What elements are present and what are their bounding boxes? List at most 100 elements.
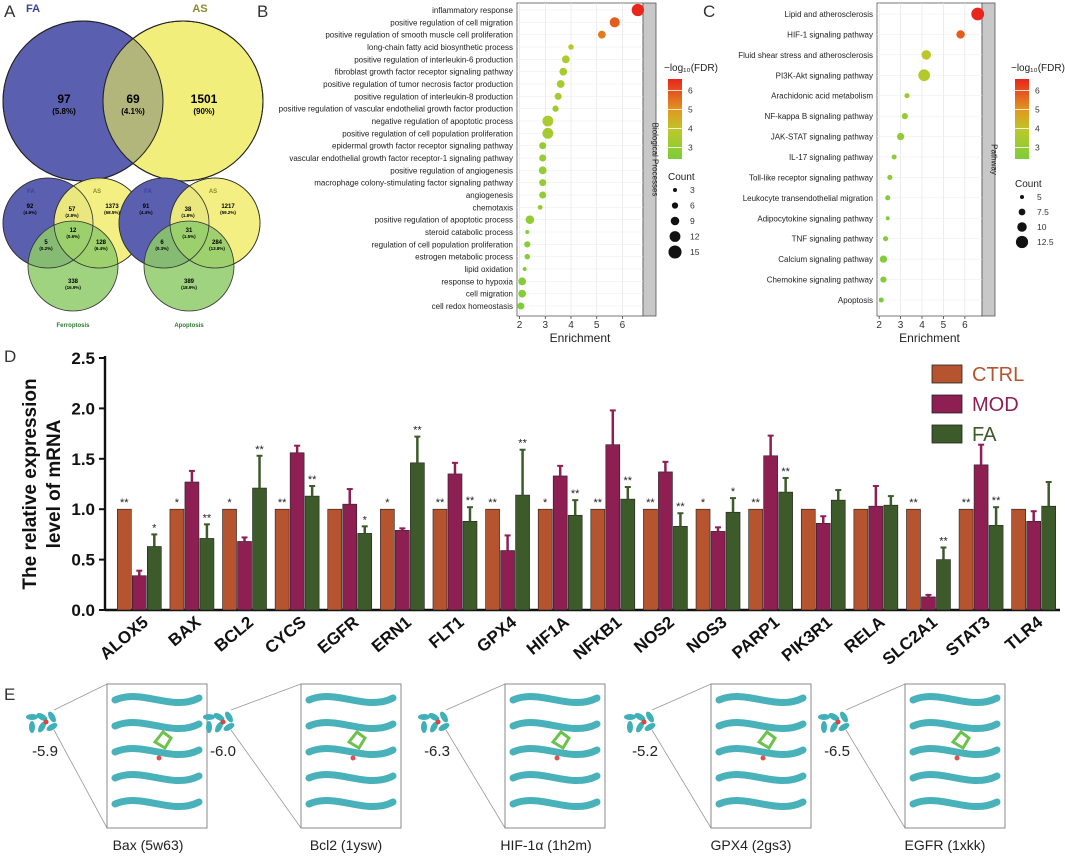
legend-label-mod: MOD	[972, 394, 1019, 416]
significance-marker: **	[488, 497, 497, 509]
significance-marker: *	[227, 497, 232, 509]
legend-swatch-fa	[931, 424, 963, 444]
legend-color-tick-label: 5	[1035, 104, 1040, 114]
ligand-dot	[435, 719, 441, 725]
bar-ctrl	[117, 508, 132, 611]
bar-ctrl	[643, 508, 658, 611]
apop-r3-p: (59.2%)	[220, 210, 236, 215]
helix-ribbon	[111, 719, 203, 732]
bar-ctrl	[274, 508, 290, 611]
legend-size-label: 5	[1037, 192, 1042, 202]
bar-mod	[868, 505, 884, 611]
term-label: Calcium signaling pathway	[778, 255, 873, 264]
bar-ctrl	[748, 508, 763, 611]
enrichment-point	[971, 7, 985, 21]
docking-score: -5.2	[632, 743, 658, 760]
legend-size-dot	[1020, 195, 1024, 199]
ferro-r7-n: 338	[68, 279, 79, 285]
legend-color-bar	[1015, 79, 1029, 159]
bar-mod	[710, 531, 726, 611]
helix-ribbon	[715, 745, 807, 758]
legend-color-tick-label: 3	[1035, 143, 1040, 153]
enrichment-point	[918, 69, 930, 82]
protein-thumbnail	[203, 711, 235, 733]
apop-r1-n: 91	[143, 204, 150, 210]
legend-size-title: Count	[1015, 179, 1042, 190]
helix-ribbon	[111, 797, 203, 810]
category-label: NOS3	[683, 613, 731, 657]
ferro-r6-p: (6.4%)	[94, 246, 108, 251]
y-tick-label: 1.0	[71, 500, 95, 519]
term-label: negative regulation of apoptotic process	[372, 117, 513, 126]
category-label: HIF1A	[523, 613, 573, 659]
helix-ribbon	[509, 797, 601, 810]
bar-mod	[237, 541, 252, 611]
apop-r7-p: (18.9%)	[181, 285, 197, 290]
ferro-r1-p: (4.6%)	[23, 210, 37, 215]
ligand-stick	[950, 729, 971, 751]
enrichment-point	[539, 142, 547, 150]
bar-fa	[304, 495, 320, 611]
helix-shape	[440, 711, 448, 723]
helix-ribbon	[715, 797, 807, 810]
category-label: PARP1	[729, 613, 784, 663]
protein-thumbnail	[26, 711, 58, 733]
protein-cartoon	[715, 693, 807, 810]
category-label: BCL2	[211, 613, 257, 656]
term-label: Chemokine signaling pathway	[767, 276, 873, 285]
legend-size-label: 3	[690, 185, 695, 195]
term-label: PI3K-Akt signaling pathway	[776, 71, 873, 80]
legend-size-dot	[1015, 235, 1029, 249]
helix-shape	[213, 713, 225, 721]
significance-marker: **	[255, 444, 264, 456]
helix-ribbon	[715, 771, 807, 784]
panel-letter-a: A	[4, 2, 16, 21]
enrichment-point	[524, 241, 531, 248]
term-label: positive regulation of vascular endothel…	[279, 105, 513, 114]
bar-fa	[883, 504, 899, 611]
docking-score: -6.0	[210, 743, 236, 760]
bar-fa	[462, 520, 478, 611]
enrichment-point	[539, 191, 547, 199]
docking-score: -5.9	[32, 743, 58, 760]
helix-shape	[203, 714, 215, 720]
legend-color-bar	[668, 79, 682, 159]
apop-r5-p: (0.3%)	[155, 246, 169, 251]
term-label: positive regulation of angiogenesis	[390, 166, 513, 175]
term-label: TNF signaling pathway	[792, 235, 873, 244]
helix-shape	[821, 721, 827, 733]
apop-label-as: AS	[209, 189, 217, 195]
bar-fa	[1041, 505, 1056, 611]
plot-frame	[876, 2, 983, 317]
panel-letter-d: D	[4, 347, 16, 366]
bar-mod	[658, 471, 673, 611]
helix-ribbon	[509, 771, 601, 784]
panel-letter-e: E	[4, 685, 15, 704]
ligand-stick	[152, 729, 173, 751]
enrichment-point	[538, 166, 547, 175]
enrichment-point	[542, 115, 554, 127]
category-label: SLC2A1	[879, 613, 941, 669]
enrichment-point	[879, 255, 888, 263]
venn-only-as-pct: (90%)	[193, 107, 215, 116]
enrichment-point	[956, 30, 965, 39]
bar-ctrl	[485, 508, 500, 611]
helix-shape	[838, 723, 850, 731]
significance-marker: **	[751, 497, 760, 509]
bar-mod	[552, 475, 568, 611]
enrichment-point	[554, 92, 562, 100]
protein-thumbnail	[418, 711, 450, 733]
apop-label-fa: FA	[144, 189, 152, 195]
legend-size-dot	[670, 216, 680, 226]
bar-ctrl	[537, 508, 553, 611]
category-label: STAT3	[942, 613, 994, 661]
category-label: EGFR	[314, 613, 362, 658]
helix-ribbon	[909, 719, 1001, 732]
legend-color-tick-label: 3	[688, 143, 693, 153]
enrichment-point	[904, 93, 910, 99]
significance-marker: *	[701, 497, 706, 509]
enrichment-point	[539, 154, 547, 162]
y-tick-label: 0.0	[71, 601, 95, 620]
helix-shape	[828, 713, 840, 721]
helix-shape	[46, 723, 58, 731]
